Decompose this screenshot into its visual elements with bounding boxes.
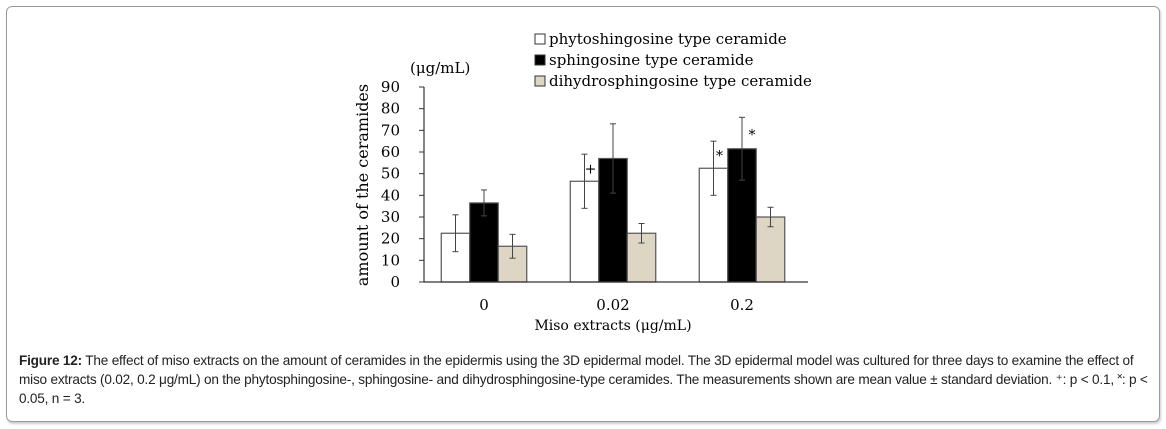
- y-tick-label: 50: [381, 165, 400, 183]
- y-axis-label: amount of the ceramides: [353, 84, 372, 286]
- figure-caption: Figure 12: The effect of miso extracts o…: [19, 351, 1149, 408]
- legend: phytoshingosine type ceramide sphingosine…: [534, 30, 812, 90]
- significance-marker: +: [585, 161, 597, 177]
- y-tick-label: 0: [390, 273, 400, 291]
- x-tick-label: 0.2: [730, 296, 754, 314]
- legend-label: sphingosine type ceramide: [549, 51, 754, 69]
- bar-chart: phytoshingosine type ceramide sphingosine…: [353, 30, 812, 334]
- x-tick-label: 0: [479, 296, 489, 314]
- y-tick-label: 60: [381, 143, 400, 161]
- legend-label: dihydrosphingosine type ceramide: [549, 72, 812, 90]
- x-axis-label: Miso extracts (μg/mL): [534, 318, 691, 334]
- legend-swatch: [534, 33, 546, 45]
- y-tick-label: 30: [381, 208, 400, 226]
- legend-label: phytoshingosine type ceramide: [549, 30, 787, 48]
- significance-marker: *: [749, 127, 756, 143]
- x-tick-label: 0.02: [596, 296, 629, 314]
- caption-text: The effect of miso extracts on the amoun…: [19, 353, 1148, 406]
- y-tick-label: 80: [381, 100, 400, 118]
- legend-swatch: [534, 75, 546, 87]
- y-tick-label: 90: [381, 78, 400, 96]
- legend-swatch: [534, 54, 546, 66]
- significance-marker: *: [716, 148, 723, 164]
- y-unit-label: (μg/mL): [410, 59, 470, 77]
- figure-frame: [6, 6, 1160, 422]
- y-tick-label: 40: [381, 186, 400, 204]
- caption-label: Figure 12:: [19, 353, 82, 368]
- y-tick-label: 70: [381, 121, 400, 139]
- bar: [755, 216, 786, 283]
- y-tick-label: 20: [381, 230, 400, 248]
- y-tick-label: 10: [381, 251, 400, 269]
